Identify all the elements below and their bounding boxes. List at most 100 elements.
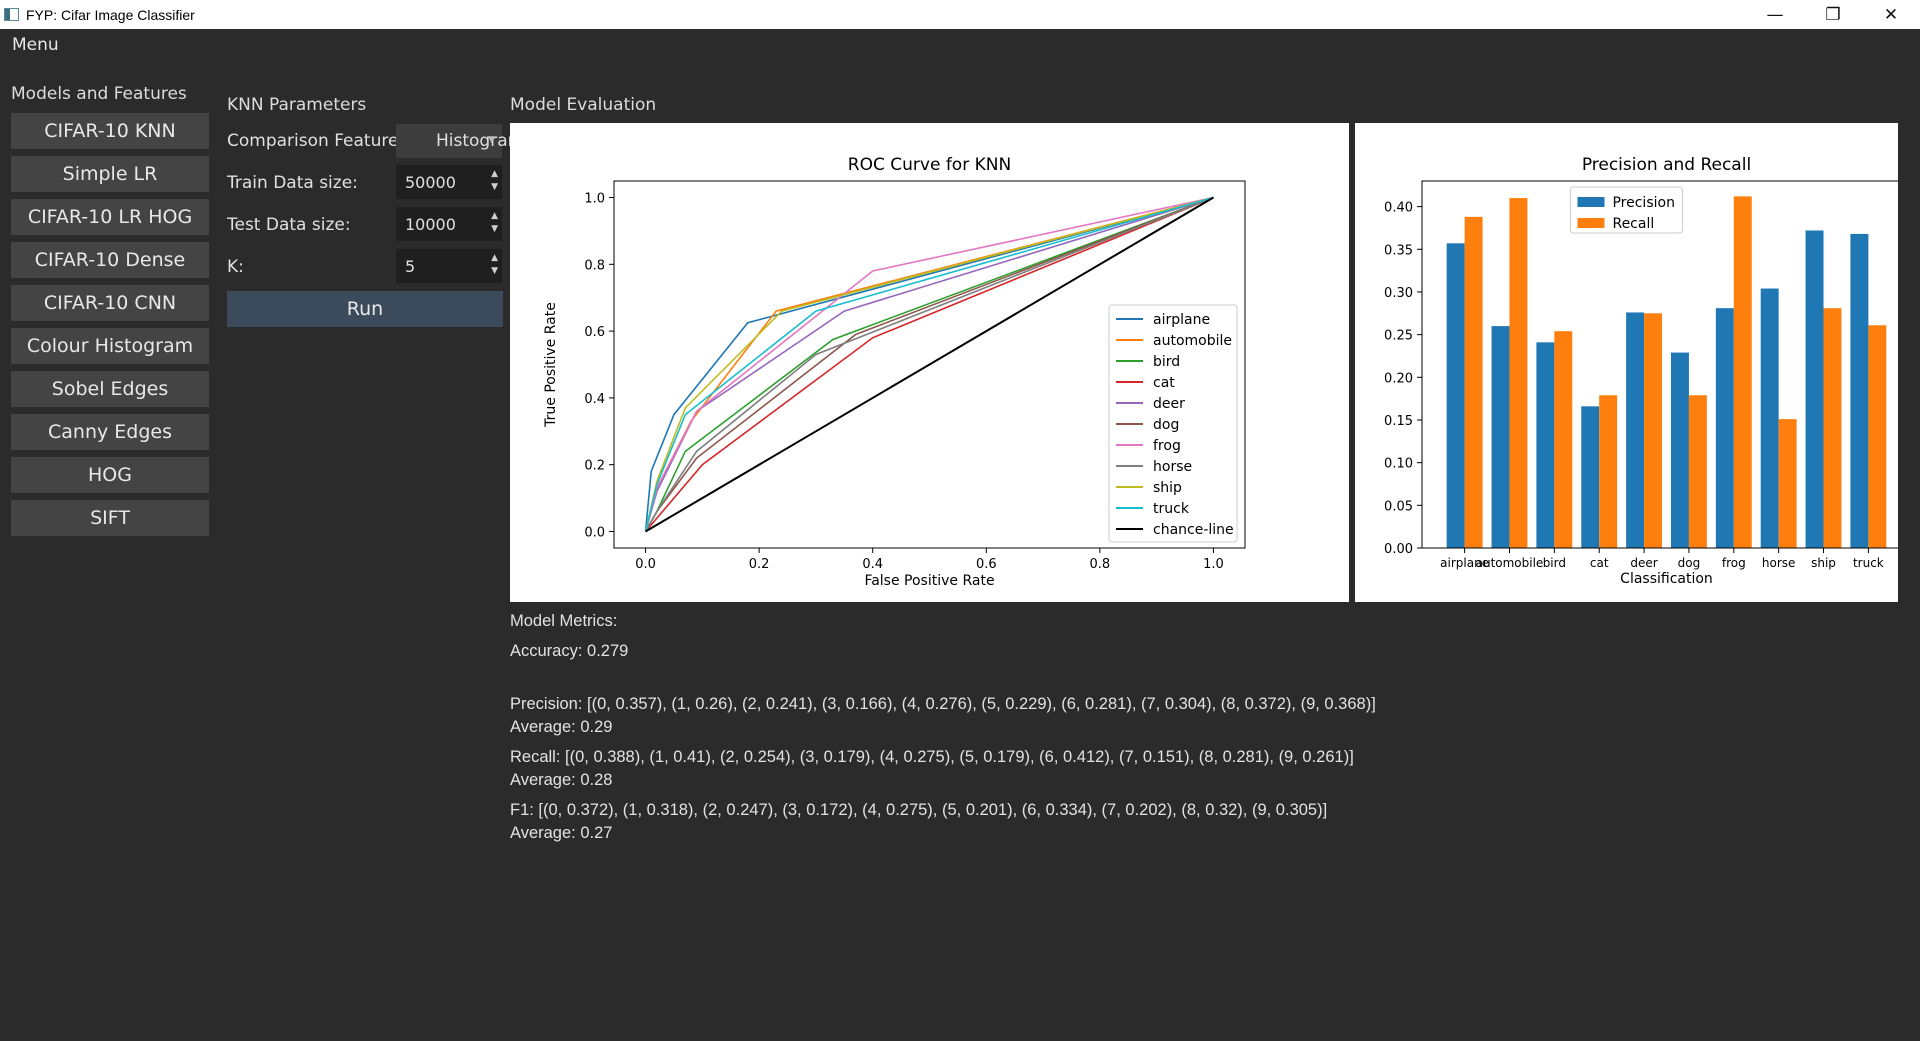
spin-up-icon[interactable]: ▲ <box>491 253 498 263</box>
precision-recall-chart: Precision and Recall 0.00 0.05 0.10 0.15 0.20… <box>1384 155 1912 587</box>
x-tick-label: frog <box>1722 556 1746 570</box>
close-icon[interactable]: ✕ <box>1883 4 1899 25</box>
f1-text: F1: [(0, 0.372), (1, 0.318), (2, 0.247),… <box>510 801 1328 819</box>
spin-down-icon[interactable]: ▼ <box>491 224 498 234</box>
bar-recall-horse <box>1778 419 1797 548</box>
x-tick-label: bird <box>1543 556 1566 570</box>
window-title: FYP: Cifar Image Classifier <box>26 6 195 23</box>
y-tick-label: 0.8 <box>584 258 605 273</box>
sidebar-item-cifar10-dense[interactable]: CIFAR-10 Dense <box>11 242 209 278</box>
bar-precision-ship <box>1805 230 1824 548</box>
window-controls: — ❐ ✕ <box>1746 0 1920 29</box>
sidebar-item-canny-edges[interactable]: Canny Edges <box>11 414 209 450</box>
legend-label-airplane: airplane <box>1153 312 1210 328</box>
roc-chart-panel: ROC Curve for KNN 0.0 0.2 0.4 0.6 0.8 1.0 0.0 0.… <box>510 123 1349 602</box>
y-tick-label: 0.0 <box>584 525 605 540</box>
y-tick-label: 0.35 <box>1384 243 1413 258</box>
train-size-label: Train Data size: <box>227 173 358 193</box>
sidebar-item-cifar10-cnn[interactable]: CIFAR-10 CNN <box>11 285 209 321</box>
maximize-icon[interactable]: ❐ <box>1825 4 1841 25</box>
chevron-down-icon: ▼ <box>488 135 495 145</box>
bar-recall-airplane <box>1464 216 1483 549</box>
legend-label-cat: cat <box>1153 375 1175 391</box>
y-tick-label: 0.30 <box>1384 286 1413 301</box>
legend-label-recall: Recall <box>1612 216 1654 232</box>
sidebar-item-simple-lr[interactable]: Simple LR <box>11 156 209 192</box>
x-tick-label: truck <box>1853 556 1884 570</box>
roc-series-chance-line <box>645 196 1214 533</box>
test-size-label: Test Data size: <box>227 215 351 235</box>
x-tick-label: airplane <box>1440 556 1489 570</box>
x-tick-label: 0.2 <box>749 557 770 572</box>
comparison-feature-label: Comparison Feature: <box>227 131 405 151</box>
k-spinbox[interactable]: 5 ▲ ▼ <box>396 249 502 283</box>
bar-precision-truck <box>1850 233 1869 548</box>
minimize-icon[interactable]: — <box>1766 4 1784 25</box>
legend-label-truck: truck <box>1153 501 1190 517</box>
spin-down-icon[interactable]: ▼ <box>491 182 498 192</box>
roc-series-cat <box>644 196 1214 533</box>
recall-average-text: Average: 0.28 <box>510 771 613 789</box>
x-tick-label: deer <box>1630 556 1657 570</box>
x-tick-label: ship <box>1811 556 1836 570</box>
bar-recall-ship <box>1823 308 1842 548</box>
legend-label-deer: deer <box>1153 396 1185 412</box>
sidebar-item-sobel-edges[interactable]: Sobel Edges <box>11 371 209 407</box>
roc-plot-frame <box>613 180 1246 549</box>
bar-recall-deer <box>1644 313 1663 548</box>
comparison-feature-select[interactable]: Histogram ▼ <box>396 124 524 158</box>
x-tick-label: 0.6 <box>976 557 997 572</box>
x-tick-label: cat <box>1590 556 1609 570</box>
bar-precision-airplane <box>1446 243 1465 548</box>
roc-series-truck <box>644 196 1214 532</box>
bar-recall-dog <box>1688 395 1707 548</box>
bar-recall-bird <box>1554 331 1573 548</box>
legend-label-chance-line: chance-line <box>1153 522 1234 538</box>
legend-label-precision: Precision <box>1612 195 1674 211</box>
y-tick-label: 0.15 <box>1384 414 1413 429</box>
y-axis-label: True Positive Rate <box>543 302 559 428</box>
bar-recall-automobile <box>1509 198 1528 548</box>
bar-precision-automobile <box>1491 326 1510 548</box>
k-value: 5 <box>405 256 416 276</box>
bar-precision-cat <box>1581 406 1600 548</box>
bar-precision-dog <box>1670 352 1689 548</box>
sidebar-item-colour-histogram[interactable]: Colour Histogram <box>11 328 209 364</box>
sidebar-item-cifar10-knn[interactable]: CIFAR-10 KNN <box>11 113 209 149</box>
x-axis-label: Classification <box>1620 571 1713 587</box>
x-tick-label: 0.0 <box>635 557 656 572</box>
spin-up-icon[interactable]: ▲ <box>491 169 498 179</box>
x-tick-label: dog <box>1678 556 1701 570</box>
roc-series-horse <box>644 196 1214 532</box>
bar-chart-title: Precision and Recall <box>1582 155 1751 175</box>
sidebar-item-cifar10-lr-hog[interactable]: CIFAR-10 LR HOG <box>11 199 209 235</box>
test-size-spinbox[interactable]: 10000 ▲ ▼ <box>396 207 502 241</box>
spin-down-icon[interactable]: ▼ <box>491 266 498 276</box>
x-tick-label: 1.0 <box>1203 557 1224 572</box>
roc-series-airplane <box>644 196 1214 532</box>
spin-up-icon[interactable]: ▲ <box>491 211 498 221</box>
precision-recall-chart-panel: Precision and Recall 0.00 0.05 0.10 0.15 0.20… <box>1355 123 1912 602</box>
bar-recall-cat <box>1599 395 1618 548</box>
legend-label-horse: horse <box>1153 459 1192 475</box>
run-button[interactable]: Run <box>227 291 503 327</box>
bar-recall-frog <box>1733 196 1752 548</box>
bar-precision-horse <box>1760 288 1779 548</box>
evaluation-title: Model Evaluation <box>510 95 657 115</box>
accuracy-text: Accuracy: 0.279 <box>510 642 629 660</box>
legend-label-frog: frog <box>1153 438 1181 454</box>
menu-button[interactable]: Menu <box>12 35 59 55</box>
x-axis-label: False Positive Rate <box>864 573 994 589</box>
sidebar-item-sift[interactable]: SIFT <box>11 500 209 536</box>
legend-swatch-recall <box>1577 218 1605 228</box>
recall-text: Recall: [(0, 0.388), (1, 0.41), (2, 0.25… <box>510 748 1354 766</box>
x-tick-label: 0.8 <box>1090 557 1111 572</box>
train-size-spinbox[interactable]: 50000 ▲ ▼ <box>396 165 502 199</box>
menu-bar: Menu <box>0 29 1920 61</box>
sidebar-item-hog[interactable]: HOG <box>11 457 209 493</box>
k-label: K: <box>227 257 244 277</box>
legend-label-dog: dog <box>1153 417 1179 433</box>
x-tick-label: automobile <box>1476 556 1544 570</box>
bar-precision-frog <box>1715 308 1734 548</box>
train-size-value: 50000 <box>405 172 456 192</box>
